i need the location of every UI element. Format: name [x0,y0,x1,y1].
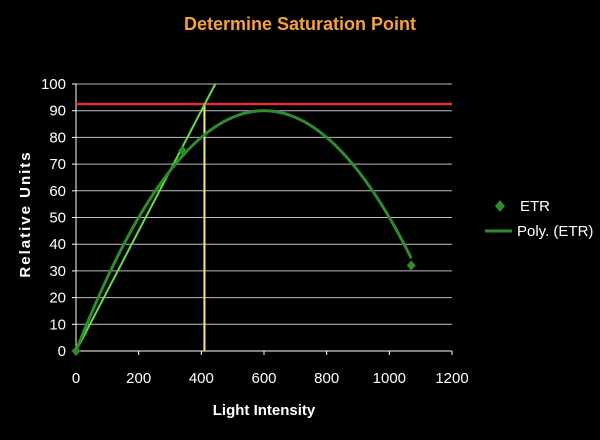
tangent-line [75,83,217,352]
legend-item-etr: ETR [495,198,550,215]
y-tick-label-90: 90 [49,103,66,120]
legend-label-poly: Poly. (ETR) [517,223,593,240]
y-tick-label-40: 40 [49,236,66,253]
x-tick-label-0: 0 [72,370,80,387]
y-tick-label-0: 0 [58,343,66,360]
y-tick-label-10: 10 [49,316,66,333]
legend: ETR Poly. (ETR) [485,198,593,240]
x-tick-label-200: 200 [126,370,151,387]
y-tick-label-50: 50 [49,210,66,227]
legend-label-etr: ETR [520,198,550,215]
y-tick-label-60: 60 [49,183,66,200]
y-tick-label-100: 100 [41,76,66,93]
x-tick-label-1200: 1200 [435,370,468,387]
etr-data-point [178,145,188,156]
legend-diamond-marker [495,200,505,212]
x-tick-label-400: 400 [189,370,214,387]
x-tick-label-600: 600 [251,370,276,387]
series-layer [71,109,416,356]
x-axis-title: Light Intensity [213,402,316,419]
chart-title: Determine Saturation Point [184,14,416,34]
plot-area [71,83,453,356]
x-tick-labels: 0 200 400 600 800 1000 1200 [72,370,469,387]
x-tick-label-1000: 1000 [373,370,406,387]
y-tick-label-30: 30 [49,263,66,280]
y-tick-labels: 0 10 20 30 40 50 60 70 80 90 100 [41,76,66,360]
etr-data-point [406,260,416,271]
y-tick-label-20: 20 [49,290,66,307]
legend-item-poly: Poly. (ETR) [485,223,593,240]
y-tick-label-80: 80 [49,129,66,146]
etr-data-point [71,346,81,356]
poly-etr-trendline [74,109,413,352]
y-axis-title: Relative Units [17,150,34,277]
x-tick-label-800: 800 [314,370,339,387]
reference-lines [75,83,452,352]
y-tick-label-70: 70 [49,156,66,173]
